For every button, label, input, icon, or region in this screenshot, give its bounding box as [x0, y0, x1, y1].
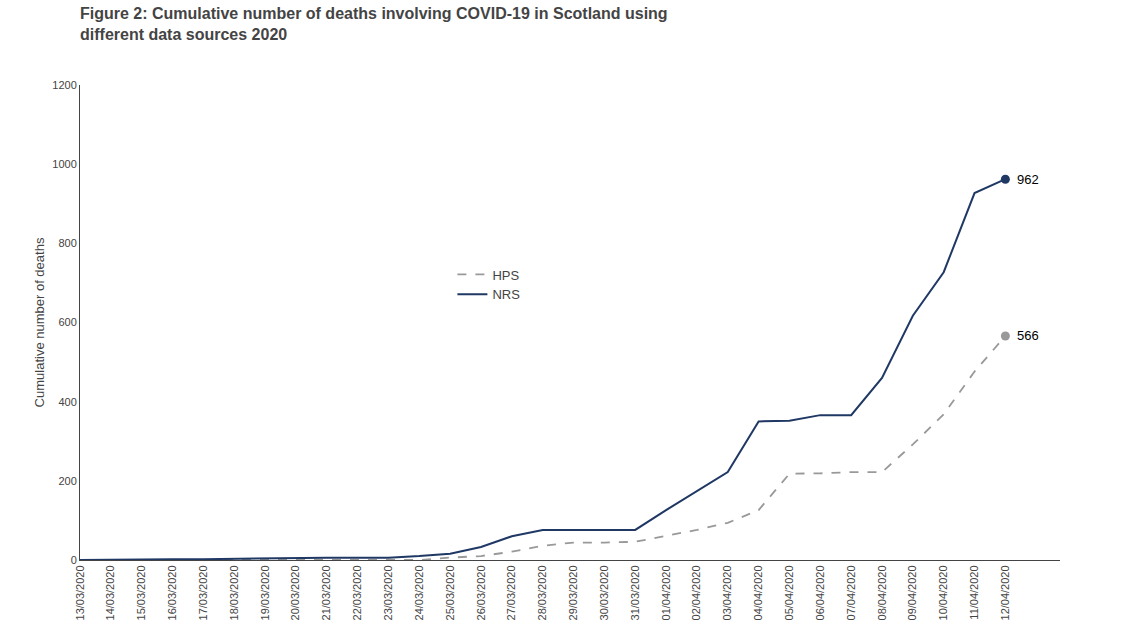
svg-text:0: 0 [71, 554, 77, 566]
svg-text:Cumulative number of deaths: Cumulative number of deaths [32, 237, 47, 407]
svg-text:05/04/2020: 05/04/2020 [783, 565, 795, 620]
svg-text:28/03/2020: 28/03/2020 [536, 565, 548, 620]
svg-text:22/03/2020: 22/03/2020 [351, 565, 363, 620]
svg-text:17/03/2020: 17/03/2020 [197, 565, 209, 620]
svg-text:30/03/2020: 30/03/2020 [598, 565, 610, 620]
svg-text:800: 800 [58, 237, 76, 249]
svg-text:21/03/2020: 21/03/2020 [320, 565, 332, 620]
svg-text:02/04/2020: 02/04/2020 [690, 565, 702, 620]
svg-text:25/03/2020: 25/03/2020 [444, 565, 456, 620]
svg-text:09/04/2020: 09/04/2020 [906, 565, 918, 620]
svg-text:23/03/2020: 23/03/2020 [382, 565, 394, 620]
svg-text:07/04/2020: 07/04/2020 [845, 565, 857, 620]
svg-text:566: 566 [1017, 328, 1039, 343]
svg-text:NRS: NRS [492, 287, 520, 302]
svg-text:400: 400 [58, 396, 76, 408]
svg-text:26/03/2020: 26/03/2020 [475, 565, 487, 620]
svg-text:31/03/2020: 31/03/2020 [629, 565, 641, 620]
svg-text:13/03/2020: 13/03/2020 [74, 565, 86, 620]
svg-text:20/03/2020: 20/03/2020 [289, 565, 301, 620]
svg-text:16/03/2020: 16/03/2020 [166, 565, 178, 620]
svg-text:10/04/2020: 10/04/2020 [937, 565, 949, 620]
svg-text:08/04/2020: 08/04/2020 [876, 565, 888, 620]
svg-text:Figure 2: Cumulative number of: Figure 2: Cumulative number of deaths in… [80, 5, 668, 43]
svg-text:04/04/2020: 04/04/2020 [752, 565, 764, 620]
svg-text:19/03/2020: 19/03/2020 [259, 565, 271, 620]
svg-text:12/04/2020: 12/04/2020 [999, 565, 1011, 620]
svg-text:01/04/2020: 01/04/2020 [660, 565, 672, 620]
svg-text:14/03/2020: 14/03/2020 [104, 565, 116, 620]
svg-text:24/03/2020: 24/03/2020 [413, 565, 425, 620]
svg-text:18/03/2020: 18/03/2020 [228, 565, 240, 620]
svg-text:03/04/2020: 03/04/2020 [721, 565, 733, 620]
svg-text:27/03/2020: 27/03/2020 [505, 565, 517, 620]
svg-text:HPS: HPS [492, 268, 519, 283]
svg-text:1200: 1200 [52, 79, 76, 91]
svg-text:11/04/2020: 11/04/2020 [968, 565, 980, 619]
svg-text:15/03/2020: 15/03/2020 [135, 565, 147, 620]
svg-text:1000: 1000 [52, 158, 76, 170]
svg-text:29/03/2020: 29/03/2020 [567, 565, 579, 620]
svg-text:200: 200 [58, 475, 76, 487]
svg-text:600: 600 [58, 316, 76, 328]
svg-text:962: 962 [1017, 172, 1039, 187]
svg-text:06/04/2020: 06/04/2020 [814, 565, 826, 620]
